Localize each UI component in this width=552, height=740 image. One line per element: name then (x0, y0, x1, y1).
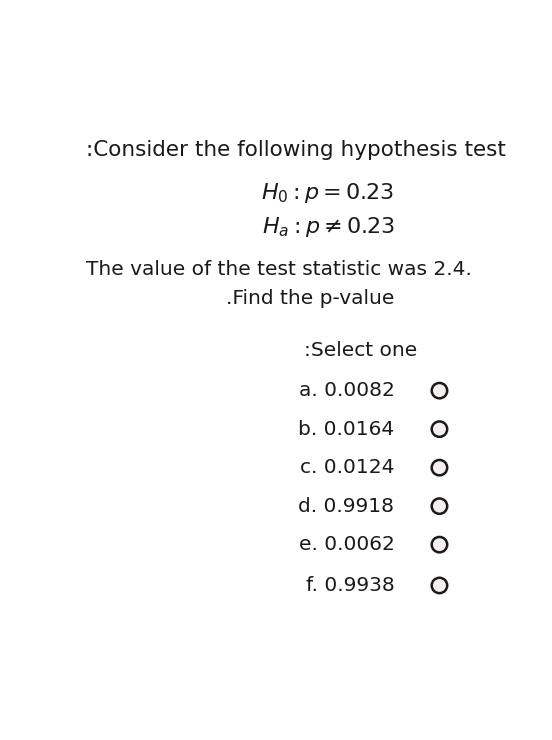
Circle shape (432, 578, 447, 593)
Text: $H_0 : p = 0.23$: $H_0 : p = 0.23$ (261, 181, 395, 205)
Text: e. 0.0062: e. 0.0062 (299, 535, 395, 554)
Text: c. 0.0124: c. 0.0124 (300, 458, 395, 477)
Text: The value of the test statistic was 2.4.: The value of the test statistic was 2.4. (86, 260, 472, 279)
Text: f. 0.9938: f. 0.9938 (306, 576, 395, 595)
Text: b. 0.0164: b. 0.0164 (298, 420, 395, 439)
Text: d. 0.9918: d. 0.9918 (299, 497, 395, 516)
Circle shape (432, 499, 447, 514)
Text: .Find the p-value: .Find the p-value (226, 289, 395, 308)
Text: :Consider the following hypothesis test: :Consider the following hypothesis test (86, 141, 506, 161)
Circle shape (432, 537, 447, 552)
Circle shape (432, 460, 447, 475)
Circle shape (432, 422, 447, 437)
Text: a. 0.0082: a. 0.0082 (299, 381, 395, 400)
Text: :Select one: :Select one (305, 341, 418, 360)
Text: $H_a : p \neq 0.23$: $H_a : p \neq 0.23$ (262, 215, 395, 240)
Circle shape (432, 383, 447, 398)
